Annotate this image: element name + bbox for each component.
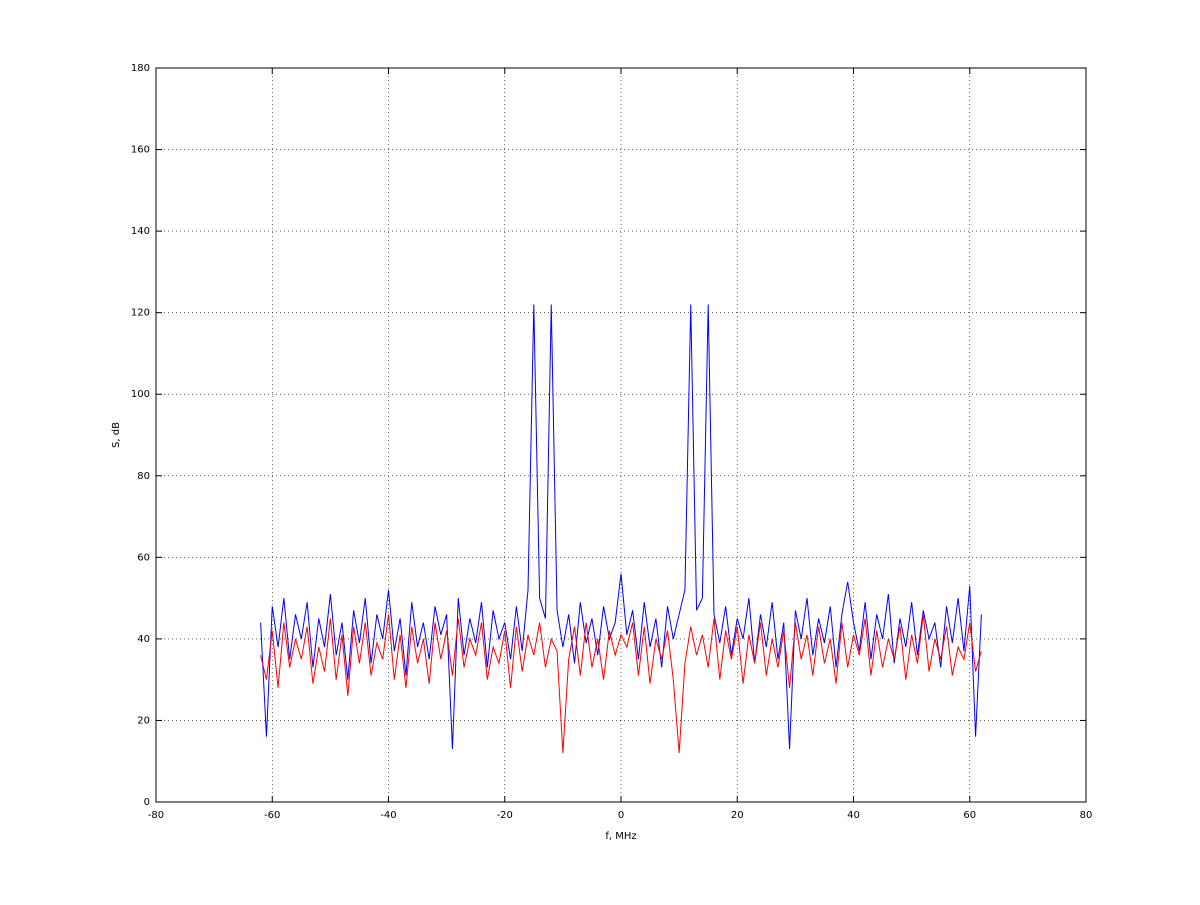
x-axis-label: f, MHz	[605, 831, 636, 842]
y-tick-label: 0	[144, 797, 150, 808]
x-tick-label: 60	[963, 810, 976, 821]
y-tick-label: 140	[131, 226, 150, 237]
x-tick-label: 0	[618, 810, 624, 821]
y-tick-label: 20	[137, 715, 150, 726]
x-tick-label: 80	[1080, 810, 1093, 821]
y-tick-label: 40	[137, 634, 150, 645]
y-axis-label: S, dB	[111, 422, 122, 448]
x-tick-label: -20	[497, 810, 513, 821]
y-tick-label: 180	[131, 63, 150, 74]
x-tick-label: -80	[148, 810, 164, 821]
plot-frame	[155, 67, 1087, 803]
y-tick-label: 60	[137, 552, 150, 563]
x-tick-label: 20	[731, 810, 744, 821]
x-tick-label: -60	[264, 810, 280, 821]
y-tick-label: 80	[137, 471, 150, 482]
y-tick-label: 160	[131, 145, 150, 156]
x-tick-label: -40	[380, 810, 396, 821]
series-line	[260, 614, 982, 754]
y-tick-label: 100	[131, 389, 150, 400]
x-tick-label: 40	[847, 810, 860, 821]
series-line	[260, 304, 982, 750]
y-tick-label: 120	[131, 308, 150, 319]
